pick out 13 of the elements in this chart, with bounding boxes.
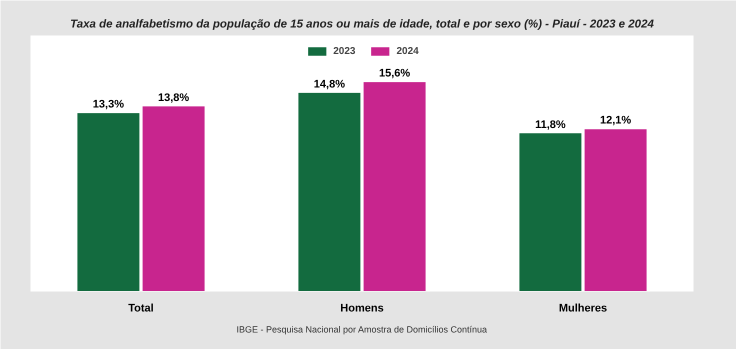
chart-title: Taxa de analfabetismo da população de 15 anos ou mais de idade, total e por sexo (%) - Piauí - 2023 e 2024 — [70, 18, 654, 30]
x-tick-label: Mulheres — [558, 302, 608, 314]
x-tick-label: Homens — [340, 302, 384, 314]
data-label: 13,8% — [158, 92, 190, 104]
data-label: 14,8% — [314, 78, 346, 90]
data-label: 13,3% — [92, 98, 124, 111]
x-tick-label: Total — [128, 302, 154, 314]
data-label: 15,6% — [379, 68, 410, 80]
legend-label: 2023 — [333, 46, 356, 56]
data-label: 12,1% — [600, 114, 632, 127]
data-label: 11,8% — [535, 118, 566, 131]
legend-label: 2024 — [396, 46, 419, 56]
text: IBGE - Pesquisa Nacional por Amostra de Domicílios Contínua — [236, 324, 488, 334]
